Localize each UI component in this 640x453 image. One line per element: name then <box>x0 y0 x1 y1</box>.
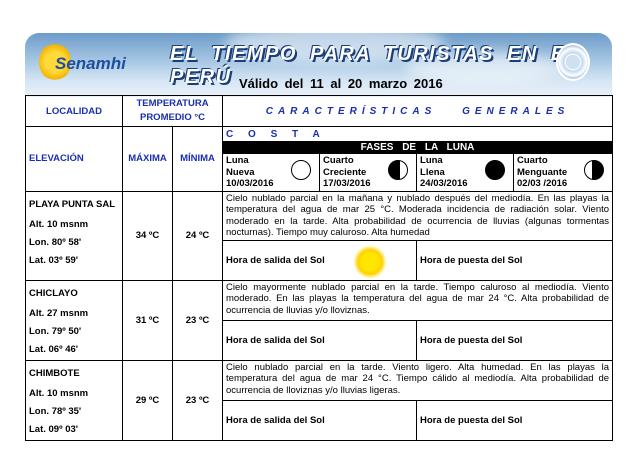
moon-phase: Luna Nueva 10/03/2016 <box>222 153 321 192</box>
phase-line1: Luna <box>226 155 249 166</box>
last-quarter-icon <box>584 160 605 180</box>
phase-date: 02/03 /2016 <box>517 178 568 189</box>
sunset-label: Hora de puesta del Sol <box>420 254 523 266</box>
header-elevation: ELEVACIÓN <box>25 126 123 192</box>
sunrise-label: Hora de salida del Sol <box>226 414 325 426</box>
header-min: MÍNIMA <box>171 126 224 192</box>
moon-phases-title: FASES DE LA LUNA <box>222 141 614 154</box>
header-characteristics: CARACTERÍSTICAS GENERALES <box>222 95 614 127</box>
phase-line1: Cuarto <box>517 155 548 166</box>
sunrise-cell: Hora de salida del Sol <box>222 239 418 281</box>
location-cell: CHIMBOTE Alt. 10 msnm Lon. 78º 35' Lat. 09º… <box>25 359 123 441</box>
forecast-description: Cielo mayormente nublado parcial en la t… <box>222 279 614 322</box>
sun-icon <box>353 244 388 279</box>
longitude: Lon. 79º 50' <box>29 325 82 337</box>
wmo-emblem-icon <box>556 43 590 81</box>
location-cell: CHICLAYO Alt. 27 msnm Lon. 79º 50' Lat. 06º… <box>25 279 123 361</box>
sun-logo-icon <box>39 43 71 81</box>
phase-line2: Creciente <box>323 166 367 178</box>
logo-text: Senamhi <box>55 54 126 73</box>
altitude: Alt. 10 msnm <box>29 387 89 399</box>
phase-date: 17/03/2016 <box>323 178 371 189</box>
sunset-label: Hora de puesta del Sol <box>420 334 523 346</box>
sunrise-label: Hora de salida del Sol <box>226 254 325 266</box>
phase-line2: Nueva <box>226 166 255 178</box>
header-max: MÁXIMA <box>122 126 173 192</box>
sunset-label: Hora de puesta del Sol <box>420 414 523 426</box>
altitude: Alt. 10 msnm <box>29 218 89 230</box>
min-temp: 23 ºC <box>171 279 224 361</box>
location-name: PLAYA PUNTA SAL <box>29 198 116 210</box>
first-quarter-icon <box>388 160 409 180</box>
min-temp: 24 ºC <box>171 190 224 281</box>
table-row: CHICLAYO Alt. 27 msnm Lon. 79º 50' Lat. 06º… <box>25 279 614 361</box>
phase-line2: Menguante <box>517 166 568 178</box>
phase-date: 10/03/2016 <box>226 178 274 189</box>
max-temp: 31 ºC <box>122 279 173 361</box>
sunset-cell: Hora de puesta del Sol <box>416 239 614 281</box>
phase-date: 24/03/2016 <box>420 178 468 189</box>
validity-date: Válido del 11 al 20 marzo 2016 <box>239 76 443 91</box>
max-temp: 29 ºC <box>122 359 173 441</box>
full-moon-icon <box>485 160 506 180</box>
forecast-description: Cielo nublado parcial en la mañana y nub… <box>222 190 614 241</box>
sunset-cell: Hora de puesta del Sol <box>416 400 614 441</box>
location-name: CHIMBOTE <box>29 367 80 379</box>
sunrise-cell: Hora de salida del Sol <box>222 320 418 361</box>
location-cell: PLAYA PUNTA SAL Alt. 10 msnm Lon. 80º 58' L… <box>25 190 123 281</box>
max-temp: 34 ºC <box>122 190 173 281</box>
sunrise-cell: Hora de salida del Sol <box>222 400 418 441</box>
forecast-description: Cielo nublado parcial en la tarde. Vient… <box>222 359 614 402</box>
forecast-table: LOCALIDAD TEMPERATURA PROMEDIO °C CARACT… <box>25 95 614 441</box>
phase-line1: Luna <box>420 155 443 166</box>
region-label: C O S T A <box>222 126 614 142</box>
location-name: CHICLAYO <box>29 287 78 299</box>
latitude: Lat. 09º 03' <box>29 423 79 435</box>
phase-line2: Llena <box>420 166 445 178</box>
table-row: PLAYA PUNTA SAL Alt. 10 msnm Lon. 80º 58' L… <box>25 190 614 281</box>
new-moon-icon <box>291 160 312 180</box>
longitude: Lon. 80º 58' <box>29 236 82 248</box>
moon-phase: Luna Llena 24/03/2016 <box>416 153 515 192</box>
altitude: Alt. 27 msnm <box>29 307 89 319</box>
header-banner: Senamhi EL TIEMPO PARA TURISTAS EN EL PE… <box>25 33 612 97</box>
min-temp: 23 ºC <box>171 359 224 441</box>
header-temperature: TEMPERATURA PROMEDIO °C <box>121 95 224 127</box>
header-locality: LOCALIDAD <box>25 95 123 127</box>
moon-phase: Cuarto Menguante 02/03 /2016 <box>513 153 614 192</box>
phase-line1: Cuarto <box>323 155 354 166</box>
latitude: Lat. 03º 59' <box>29 254 79 266</box>
senamhi-logo: Senamhi <box>39 43 129 83</box>
latitude: Lat. 06º 46' <box>29 343 79 355</box>
page-title: EL TIEMPO PARA TURISTAS EN EL PERÚ <box>170 43 580 88</box>
sunrise-label: Hora de salida del Sol <box>226 334 325 346</box>
sunset-cell: Hora de puesta del Sol <box>416 320 614 361</box>
moon-phase: Cuarto Creciente 17/03/2016 <box>319 153 418 192</box>
table-row: CHIMBOTE Alt. 10 msnm Lon. 78º 35' Lat. 09º… <box>25 359 614 441</box>
longitude: Lon. 78º 35' <box>29 405 82 417</box>
